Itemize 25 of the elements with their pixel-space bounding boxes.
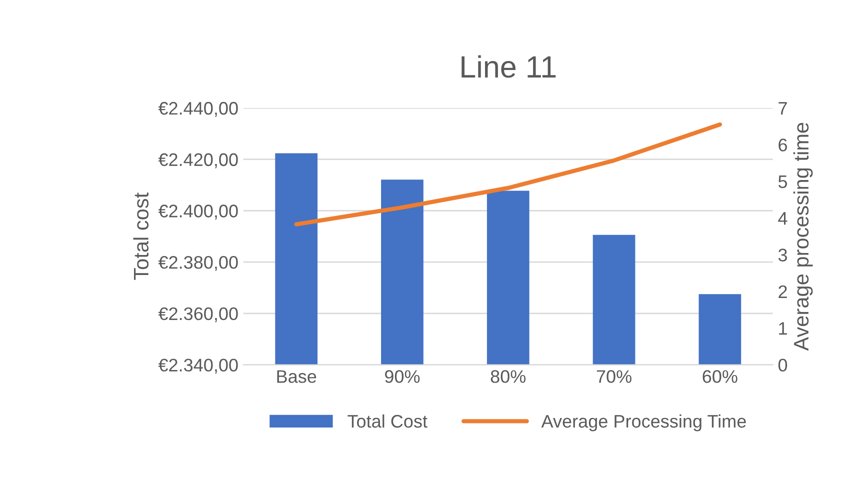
y2-tick-label: 4 <box>778 212 788 225</box>
x-tick-label: 90% <box>385 370 420 383</box>
y2-axis-title: Average processing time <box>793 122 813 351</box>
y-tick-label: €2.420,00 <box>158 153 238 168</box>
y-tick-label: €2.440,00 <box>158 102 238 117</box>
y-tick-label: €2.340,00 <box>158 358 238 374</box>
legend-label: Total Cost <box>348 414 428 428</box>
x-tick-label: 80% <box>490 370 526 383</box>
y2-tick-label: 0 <box>778 358 788 372</box>
y2-tick-label: 2 <box>778 285 787 298</box>
x-tick-label: 70% <box>596 370 632 383</box>
chart-title: Line 11 <box>462 55 556 78</box>
line-series <box>294 122 722 226</box>
x-tick-label: Base <box>277 370 316 383</box>
legend-label: Average Processing Time <box>541 414 746 432</box>
y2-tick-label: 6 <box>778 138 787 152</box>
y2-tick-label: 7 <box>778 102 787 115</box>
y-tick-label: €2.400,00 <box>158 204 238 220</box>
y2-tick-label: 3 <box>778 248 787 262</box>
y-tick-label: €2.380,00 <box>158 256 238 271</box>
x-tick-label: 60% <box>702 370 738 383</box>
y2-tick-label: 5 <box>778 175 788 188</box>
y2-tick-label: 1 <box>779 322 787 335</box>
y-axis-title: Total cost <box>133 192 149 280</box>
y-tick-label: €2.360,00 <box>158 307 238 322</box>
